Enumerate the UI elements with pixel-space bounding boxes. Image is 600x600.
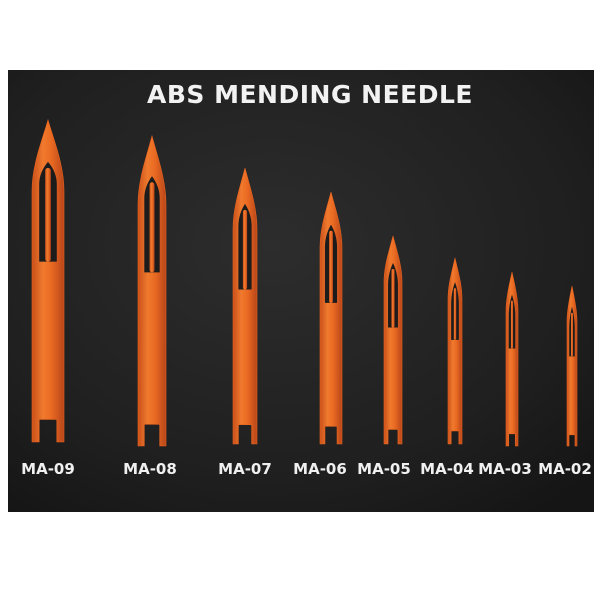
- needle-size-label: MA-02: [538, 460, 592, 478]
- mending-needle: MA-05: [357, 235, 411, 478]
- needle-tongue: [45, 167, 51, 262]
- mending-needle: MA-06: [293, 191, 347, 478]
- needle-tongue: [571, 312, 573, 357]
- photo-title: ABS MENDING NEEDLE: [147, 80, 473, 109]
- needle-tongue: [453, 288, 457, 340]
- mending-needle: MA-02: [538, 285, 592, 478]
- mending-needle-photo: ABS MENDING NEEDLE MA-09 MA-08 MA-07 MA-06 M…: [8, 70, 594, 512]
- needle-size-label: MA-08: [123, 460, 177, 478]
- mending-needle: MA-08: [123, 134, 177, 478]
- mending-needle: MA-09: [21, 118, 75, 478]
- needle-tongue: [510, 300, 514, 349]
- dark-background: [8, 70, 594, 512]
- needle-size-label: MA-04: [420, 460, 474, 478]
- mending-needle: MA-07: [218, 167, 272, 478]
- needle-size-label: MA-05: [357, 460, 411, 478]
- needle-size-label: MA-07: [218, 460, 272, 478]
- needle-size-label: MA-03: [478, 460, 532, 478]
- mending-needle: MA-04: [420, 257, 474, 478]
- needle-tongue: [329, 230, 333, 303]
- needle-size-label: MA-09: [21, 460, 75, 478]
- needle-row: MA-09 MA-08 MA-07 MA-06 MA-05 MA-04 MA-03 MA-02: [21, 118, 592, 478]
- needle-tongue: [391, 269, 395, 328]
- mending-needle: MA-03: [478, 271, 532, 478]
- needle-size-label: MA-06: [293, 460, 347, 478]
- needle-tongue: [149, 182, 155, 273]
- needle-tongue: [242, 209, 248, 290]
